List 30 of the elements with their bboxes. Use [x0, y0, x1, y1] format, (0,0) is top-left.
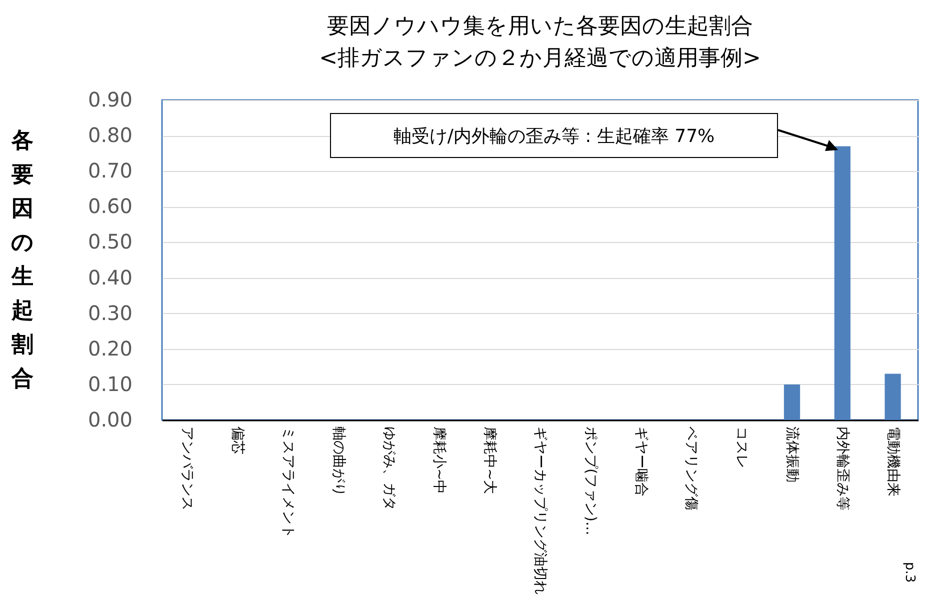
x-tick-label: ミスアライメント [280, 426, 296, 538]
x-tick-label: コスレ [734, 426, 750, 468]
y-tick-label: 0.10 [88, 372, 132, 396]
y-tick-label: 0.00 [88, 408, 132, 432]
y-tick-label: 0.90 [88, 88, 132, 112]
callout-box: 軸受け/内外輪の歪み等 : 生起確率 77% [330, 113, 778, 158]
x-tick-label: 内外輪歪み等 [834, 426, 850, 510]
y-axis-title: 各要因の生起割合 [10, 128, 34, 392]
x-tick-label: 摩耗中~大 [482, 426, 498, 494]
x-tick-label: ポンプ(ファン)… [582, 426, 598, 536]
chart-title: 要因ノウハウ集を用いた各要因の生起割合 [327, 14, 753, 39]
y-tick-label: 0.40 [88, 265, 132, 290]
x-tick-label: アンバランス [179, 426, 196, 510]
y-tick-label: 0.20 [88, 336, 132, 360]
x-tick-label: 電動機由来 [884, 426, 901, 496]
chart-subtitle: <排ガスファンの２か月経過での適用事例> [319, 46, 761, 71]
x-tick-label: 摩耗小~中 [431, 426, 448, 494]
y-tick-label: 0.30 [88, 300, 132, 325]
x-tick-label: 偏芯 [230, 426, 246, 454]
x-tick-label: ゆがみ、ガタ [380, 426, 397, 510]
y-tick-label: 0.60 [88, 194, 132, 218]
text: p.3 [902, 562, 917, 583]
x-tick-label: ギヤーカップリング油切れ [532, 426, 548, 594]
x-tick-label: ギヤー噛合 [632, 426, 649, 496]
y-tick-label: 0.80 [88, 123, 132, 148]
y-tick-label: 0.70 [88, 158, 132, 183]
x-tick-label: 軸の曲がり [330, 426, 346, 496]
x-tick-label: ベアリング傷 [683, 426, 700, 510]
x-tick-label: 流体振動 [784, 426, 800, 482]
y-tick-label: 0.50 [88, 230, 132, 254]
